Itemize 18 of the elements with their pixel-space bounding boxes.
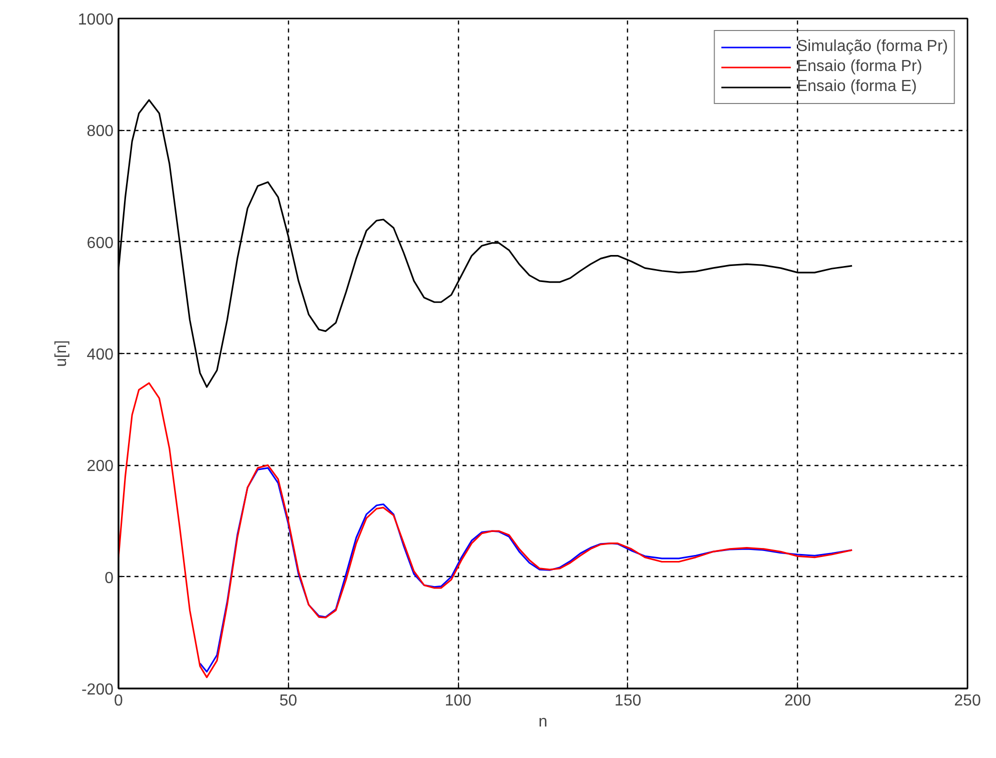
legend-label: Simulação (forma Pr) <box>796 38 948 56</box>
legend-label: Ensaio (forma Pr) <box>796 58 922 76</box>
x-tick-label: 50 <box>279 692 298 710</box>
y-tick-label: 200 <box>86 458 114 476</box>
y-tick-label: 1000 <box>78 12 114 28</box>
x-tick-label: 250 <box>954 692 981 710</box>
x-tick-label: 200 <box>784 692 812 710</box>
legend-label: Ensaio (forma E) <box>796 78 917 96</box>
y-tick-label: 0 <box>104 570 114 587</box>
x-tick-label: 100 <box>444 692 472 710</box>
line-series <box>118 382 853 678</box>
x-tick-label: 150 <box>614 692 642 710</box>
y-tick-label: 800 <box>86 123 114 140</box>
y-tick-label: -200 <box>81 682 114 698</box>
y-tick-label: 400 <box>86 346 114 364</box>
y-tick-label: 600 <box>86 234 114 252</box>
x-axis-title: n <box>538 714 548 730</box>
y-axis-title: u[n] <box>52 340 70 367</box>
